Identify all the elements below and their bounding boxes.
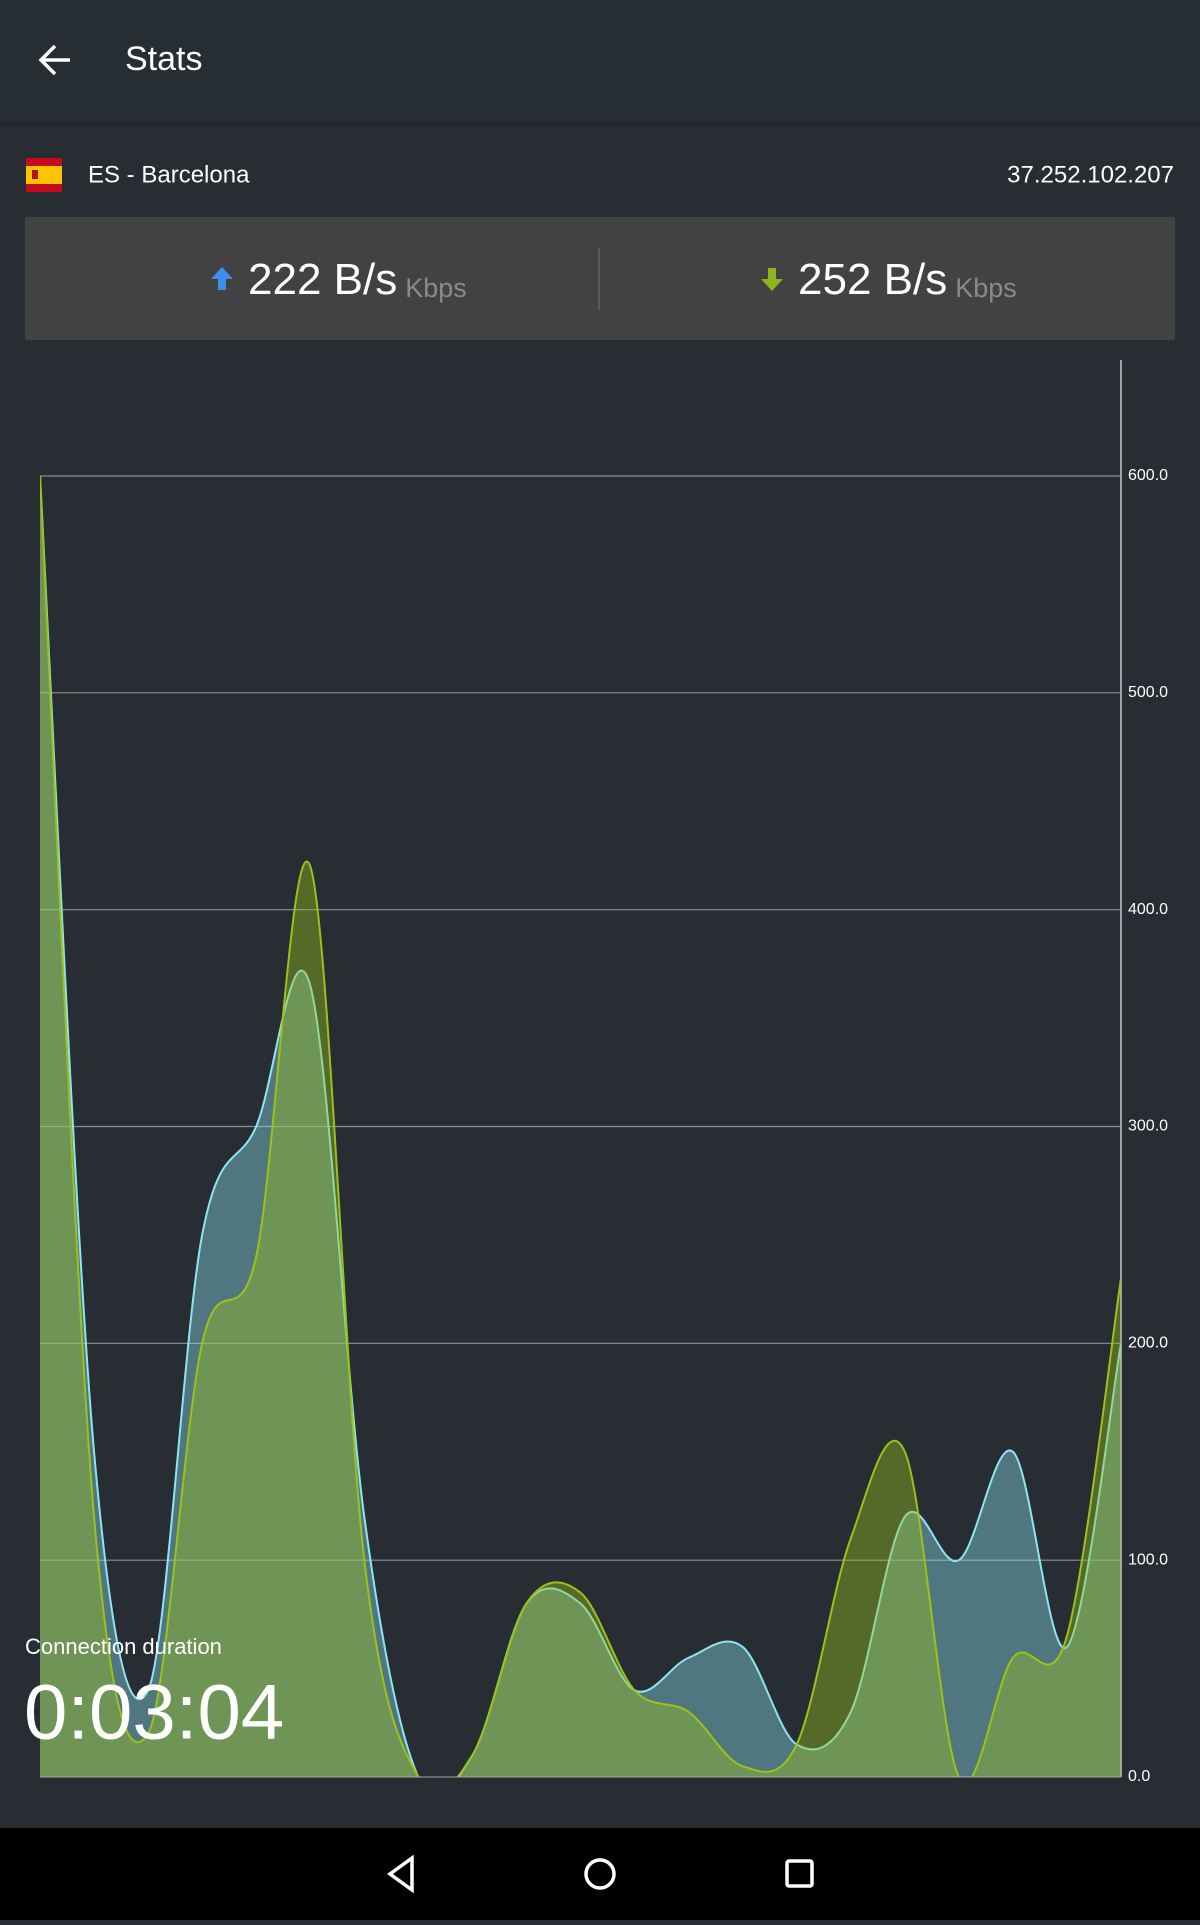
upload-icon [211,267,233,290]
app-bar [0,0,1200,122]
y-tick-label: 600.0 [1128,467,1168,484]
title: Stats [125,40,202,78]
app-bar-shadow [0,122,1200,126]
series-line [40,475,1121,1777]
upload-value: 222 B/s [248,255,397,304]
server-ip: 37.252.102.207 [1007,161,1174,188]
nav-bar [0,1828,1200,1920]
y-tick-label: 0.0 [1128,1768,1150,1785]
series-area [40,476,1121,1777]
flag [26,158,62,192]
duration-value: 0:03:04 [24,1668,284,1756]
download-value: 252 B/s [798,255,947,304]
y-tick-label: 100.0 [1128,1551,1168,1568]
upload-unit: Kbps [405,273,467,303]
nav-back[interactable] [387,1854,414,1894]
plot-area [40,475,1121,1777]
y-tick-label: 500.0 [1128,684,1168,701]
download-unit: Kbps [955,273,1017,303]
back-button[interactable] [38,44,70,76]
duration-label: Connection duration [25,1634,222,1659]
chart: 0.0 100.0 200.0 300.0 400.0 500.0 600.0 [40,467,1168,1785]
nav-recents[interactable] [785,1859,814,1888]
server-location: ES - Barcelona [88,161,250,188]
download-speed: 252 B/s Kbps [798,255,1017,304]
y-tick-label: 400.0 [1128,901,1168,918]
upload-speed: 222 B/s Kbps [248,255,467,304]
y-tick-label: 300.0 [1128,1118,1168,1135]
y-tick-label: 200.0 [1128,1335,1168,1352]
series-area [40,476,1121,1777]
nav-home[interactable] [584,1858,616,1890]
download-icon [761,268,783,291]
